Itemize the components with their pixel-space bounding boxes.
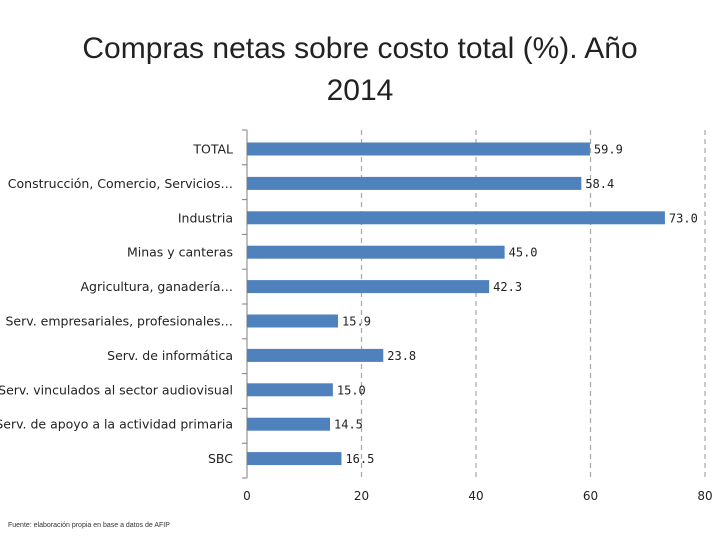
bar-7: [247, 348, 384, 362]
value-label-2: 58.4: [585, 177, 614, 191]
category-label-10: SBC: [208, 451, 233, 466]
value-label-8: 15.0: [337, 383, 366, 397]
source-footnote: Fuente: elaboración propia en base a dat…: [8, 522, 170, 529]
value-label-1: 59.9: [594, 143, 623, 157]
value-label-9: 14.5: [334, 418, 363, 432]
x-tick-label-40: 40: [468, 489, 483, 503]
value-label-10: 16.5: [345, 452, 374, 466]
category-label-4: Minas y canteras: [127, 245, 233, 260]
bar-4: [247, 245, 505, 259]
chart-title: Compras netas sobre costo total (%). Año…: [0, 28, 720, 112]
category-label-1: TOTAL: [192, 142, 233, 157]
bar-1: [247, 142, 590, 156]
bar-5: [247, 280, 490, 294]
category-label-5: Agricultura, ganadería…: [80, 279, 233, 294]
chart-title-line-1: Compras netas sobre costo total (%). Año: [82, 32, 638, 65]
bar-2: [247, 176, 582, 190]
category-label-6: Serv. empresariales, profesionales…: [6, 314, 234, 329]
bar-6: [247, 314, 339, 328]
bar-8: [247, 383, 333, 397]
category-label-7: Serv. de informática: [107, 348, 233, 363]
bar-3: [247, 211, 665, 225]
x-tick-label-20: 20: [354, 489, 369, 503]
value-label-5: 42.3: [493, 280, 522, 294]
x-tick-label-60: 60: [583, 489, 598, 503]
category-label-2: Construcción, Comercio, Servicios…: [8, 176, 233, 191]
x-tick-label-0: 0: [243, 489, 251, 503]
x-tick-label-80: 80: [697, 489, 712, 503]
value-label-3: 73.0: [669, 211, 698, 225]
category-label-8: Serv. vinculados al sector audiovisual: [0, 382, 233, 397]
value-label-6: 15.9: [342, 315, 371, 329]
category-label-9: Serv. de apoyo a la actividad primaria: [0, 417, 233, 432]
chart-title-line-2: 2014: [326, 74, 394, 107]
category-label-3: Industria: [178, 210, 233, 225]
bar-9: [247, 417, 331, 431]
value-label-7: 23.8: [387, 349, 416, 363]
bar-10: [247, 452, 342, 466]
value-label-4: 45.0: [509, 246, 538, 260]
